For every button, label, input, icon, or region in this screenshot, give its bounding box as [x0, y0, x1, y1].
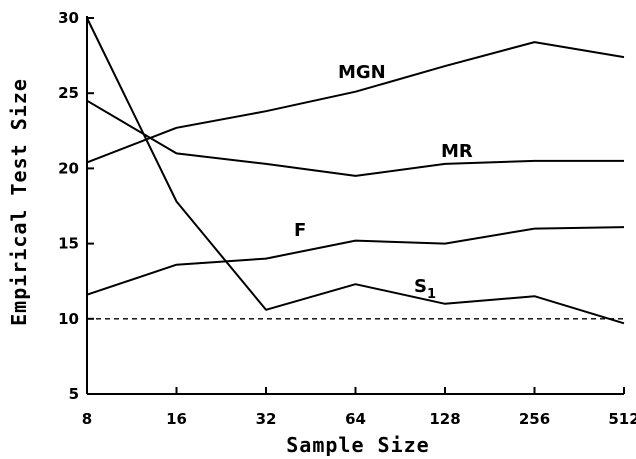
- y-tick-label: 25: [58, 84, 79, 102]
- x-axis-title: Sample Size: [286, 433, 429, 457]
- y-tick-label: 30: [58, 9, 79, 27]
- series-line-mr: [86, 99, 624, 177]
- x-tick-label: 8: [82, 410, 92, 428]
- series-group: [86, 17, 625, 325]
- x-tick-label: 128: [429, 410, 460, 428]
- y-tick-label: 10: [58, 310, 79, 328]
- series-line-s1: [86, 17, 625, 325]
- axes: 5 10 15 20 25 30 8 16 32 64 128 256 512: [58, 9, 636, 428]
- series-label-mgn: MGN: [338, 62, 386, 83]
- series-label-subscript: 1: [427, 287, 436, 302]
- y-tick-label: 5: [69, 385, 79, 403]
- x-tick-label: 256: [519, 410, 550, 428]
- x-tick-label: 64: [345, 410, 366, 428]
- x-tick-label: 32: [256, 410, 277, 428]
- x-tick-label: 512: [608, 410, 636, 428]
- y-axis-title: Empirical Test Size: [7, 78, 31, 326]
- series-label-mr: MR: [441, 141, 473, 162]
- series-line-f: [86, 226, 625, 296]
- series-label-f: F: [294, 220, 306, 241]
- series-line-mgn: [86, 41, 625, 164]
- x-tick-label: 16: [166, 410, 187, 428]
- y-tick-label: 20: [58, 159, 79, 177]
- y-tick-label: 15: [58, 235, 79, 253]
